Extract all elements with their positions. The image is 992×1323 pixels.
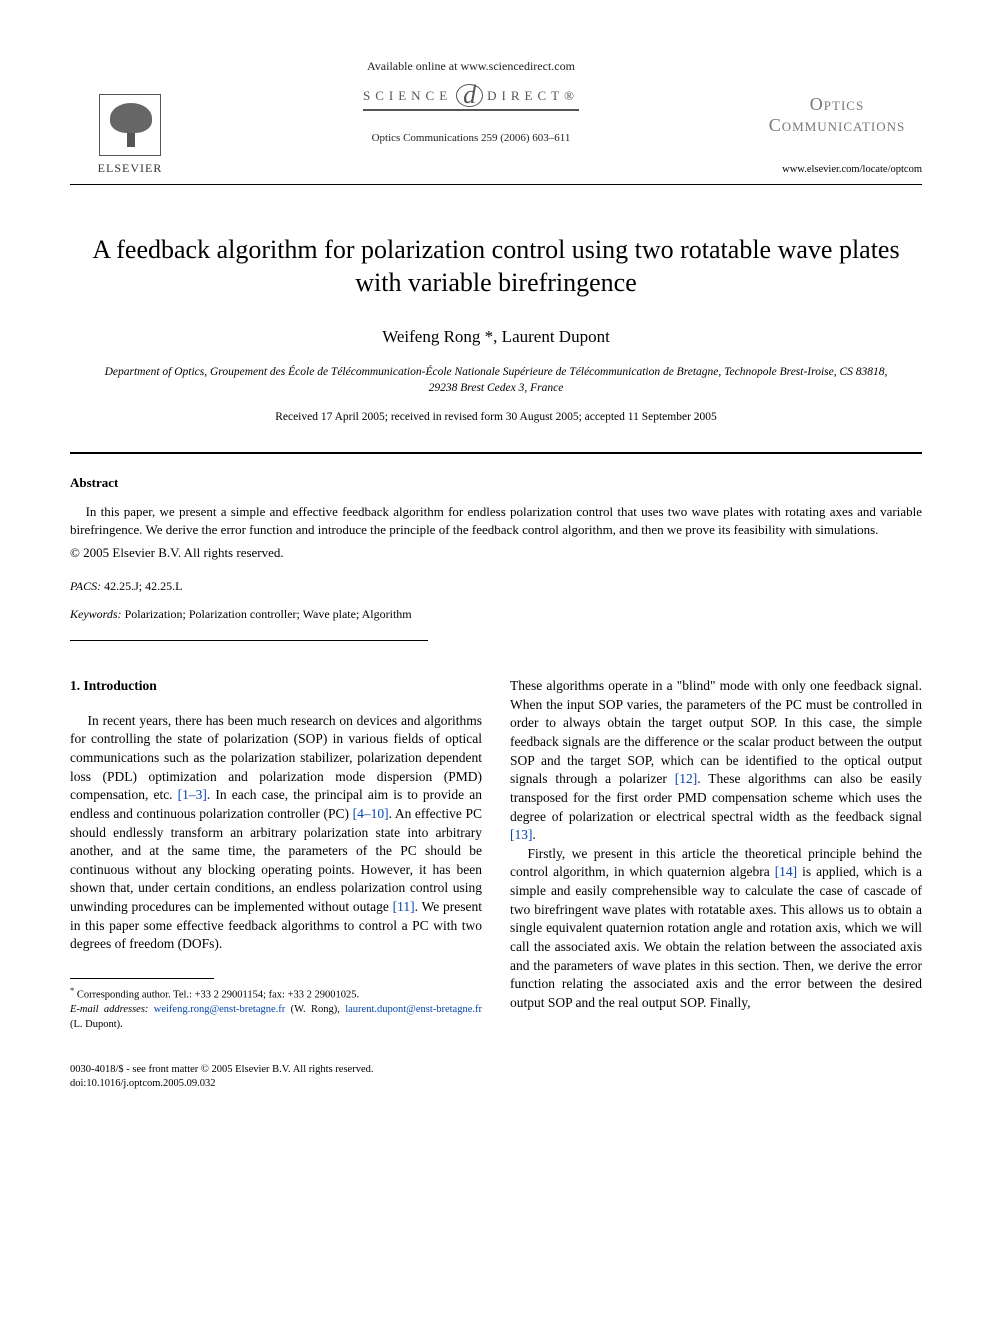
corresponding-author: * Corresponding author. Tel.: +33 2 2900… [70, 985, 482, 1003]
pacs-line: PACS: 42.25.J; 42.25.L [70, 578, 922, 594]
sd-at-icon: d [456, 84, 483, 107]
citation-1-3[interactable]: [1–3] [178, 787, 207, 802]
journal-title-line1: Optics [810, 94, 864, 114]
citation-14[interactable]: [14] [775, 864, 798, 879]
article-dates: Received 17 April 2005; received in revi… [70, 410, 922, 426]
right-para-1: These algorithms operate in a "blind" mo… [510, 677, 922, 845]
footnote-separator [70, 978, 214, 979]
journal-title-line2: Communications [769, 115, 906, 135]
journal-title: Optics Communications [752, 94, 922, 135]
journal-url[interactable]: www.elsevier.com/locate/optcom [752, 163, 922, 177]
left-mid2: . An effective PC should endlessly trans… [70, 806, 482, 914]
footer-line2: doi:10.1016/j.optcom.2005.09.032 [70, 1077, 482, 1091]
email-1-who: (W. Rong), [285, 1004, 345, 1015]
pacs-value: 42.25.J; 42.25.L [101, 579, 182, 593]
elsevier-tree-icon [99, 94, 161, 156]
pacs-label: PACS: [70, 579, 101, 593]
email-label: E-mail addresses: [70, 1004, 148, 1015]
r1-tail: . [533, 827, 536, 842]
keywords-line: Keywords: Polarization; Polarization con… [70, 606, 922, 622]
header-row: ELSEVIER Available online at www.science… [70, 50, 922, 178]
header-rule [70, 184, 922, 185]
footer-block: 0030-4018/$ - see front matter © 2005 El… [70, 1063, 482, 1091]
email-line: E-mail addresses: weifeng.rong@enst-bret… [70, 1003, 482, 1032]
section-heading: 1. Introduction [70, 677, 482, 696]
left-column: 1. Introduction In recent years, there h… [70, 677, 482, 1091]
r2-tail: is applied, which is a simple and easily… [510, 864, 922, 1009]
corresponding-text: Corresponding author. Tel.: +33 2 290011… [77, 989, 359, 1000]
citation-4-10[interactable]: [4–10] [353, 806, 389, 821]
email-1[interactable]: weifeng.rong@enst-bretagne.fr [154, 1004, 286, 1015]
citation-11[interactable]: [11] [393, 899, 415, 914]
journal-reference: Optics Communications 259 (2006) 603–611 [190, 131, 752, 146]
footer-line1: 0030-4018/$ - see front matter © 2005 El… [70, 1063, 482, 1077]
affiliation: Department of Optics, Groupement des Éco… [100, 365, 892, 396]
available-online-text: Available online at www.sciencedirect.co… [190, 58, 752, 74]
body-columns: 1. Introduction In recent years, there h… [70, 677, 922, 1091]
email-2-who: (L. Dupont). [70, 1019, 123, 1030]
abstract-text: In this paper, we present a simple and e… [70, 503, 922, 538]
keywords-label: Keywords: [70, 607, 122, 621]
sd-left-text: SCIENCE [363, 87, 452, 105]
sd-right-text: DIRECT® [487, 87, 579, 105]
asterisk-icon: * [70, 986, 74, 995]
abstract-copyright: © 2005 Elsevier B.V. All rights reserved… [70, 544, 922, 562]
abstract-top-rule [70, 452, 922, 454]
authors-text: Weifeng Rong *, Laurent Dupont [382, 327, 610, 346]
header-right: Optics Communications www.elsevier.com/l… [752, 50, 922, 178]
keywords-rule [70, 640, 428, 641]
intro-para-left: In recent years, there has been much res… [70, 712, 482, 954]
right-para-2: Firstly, we present in this article the … [510, 845, 922, 1013]
publisher-label: ELSEVIER [98, 160, 163, 176]
elsevier-logo: ELSEVIER [98, 94, 163, 176]
citation-12[interactable]: [12] [675, 771, 698, 786]
header-center: Available online at www.sciencedirect.co… [190, 50, 752, 146]
sciencedirect-logo: SCIENCE d DIRECT® [363, 84, 579, 111]
authors-line: Weifeng Rong *, Laurent Dupont [70, 326, 922, 349]
footnote-block: * Corresponding author. Tel.: +33 2 2900… [70, 985, 482, 1033]
citation-13[interactable]: [13] [510, 827, 533, 842]
keywords-value: Polarization; Polarization controller; W… [122, 607, 412, 621]
right-column: These algorithms operate in a "blind" mo… [510, 677, 922, 1091]
article-title: A feedback algorithm for polarization co… [90, 233, 902, 301]
publisher-block: ELSEVIER [70, 50, 190, 176]
abstract-heading: Abstract [70, 474, 922, 492]
email-2[interactable]: laurent.dupont@enst-bretagne.fr [345, 1004, 482, 1015]
